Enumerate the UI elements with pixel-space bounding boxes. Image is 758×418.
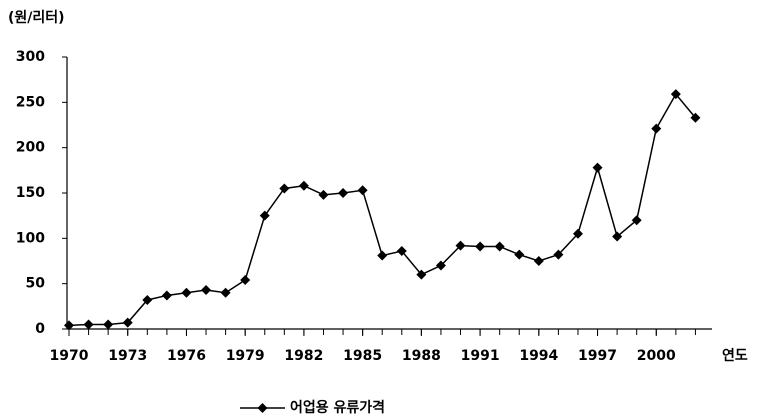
data-point bbox=[279, 183, 290, 194]
data-point bbox=[553, 249, 564, 260]
y-tick-label: 50 bbox=[26, 276, 46, 292]
data-point bbox=[240, 275, 251, 286]
legend-label: 어업용 유류가격 bbox=[290, 399, 385, 416]
data-point bbox=[455, 240, 466, 251]
data-point bbox=[318, 189, 329, 200]
x-tick-label: 1991 bbox=[461, 348, 500, 364]
data-point bbox=[651, 123, 662, 134]
legend-marker bbox=[257, 403, 268, 413]
x-tick-label: 1985 bbox=[343, 348, 382, 364]
data-point bbox=[83, 319, 94, 330]
x-tick-label: 1997 bbox=[578, 348, 617, 364]
data-point bbox=[201, 285, 212, 296]
data-point bbox=[396, 246, 407, 257]
x-tick-label: 1976 bbox=[167, 348, 206, 364]
data-point bbox=[612, 231, 623, 242]
x-tick-label: 1988 bbox=[402, 348, 441, 364]
y-tick-label: 300 bbox=[16, 49, 45, 65]
data-point bbox=[357, 185, 368, 196]
x-tick-label: 1970 bbox=[50, 348, 89, 364]
y-tick-label: 250 bbox=[16, 94, 45, 110]
data-point bbox=[259, 210, 270, 221]
y-tick-label: 150 bbox=[16, 185, 45, 201]
data-point bbox=[338, 188, 349, 198]
x-tick-label: 1994 bbox=[519, 348, 558, 364]
x-tick-label: 1982 bbox=[284, 348, 323, 364]
data-point bbox=[514, 249, 525, 260]
y-tick-label: 100 bbox=[16, 230, 45, 246]
data-point bbox=[572, 228, 583, 239]
y-tick-label: 0 bbox=[35, 321, 45, 337]
data-point bbox=[494, 241, 505, 252]
data-point bbox=[161, 290, 172, 301]
data-point bbox=[475, 241, 486, 252]
data-point bbox=[592, 162, 603, 173]
data-point bbox=[435, 260, 446, 271]
y-tick-label: 200 bbox=[16, 140, 45, 156]
data-point bbox=[416, 269, 427, 280]
x-axis-label: 연도 bbox=[722, 348, 748, 364]
x-tick-label: 1973 bbox=[108, 348, 147, 364]
data-point bbox=[122, 317, 133, 328]
data-point bbox=[142, 294, 153, 305]
data-point bbox=[298, 180, 309, 191]
y-axis-label: (원/리터) bbox=[8, 10, 65, 26]
data-point bbox=[377, 250, 388, 261]
data-point bbox=[631, 215, 642, 226]
data-point bbox=[533, 256, 544, 266]
data-point bbox=[103, 319, 114, 330]
data-point bbox=[220, 287, 231, 298]
x-tick-label: 2000 bbox=[637, 348, 676, 364]
data-point bbox=[690, 112, 701, 123]
series-line bbox=[68, 92, 697, 327]
x-tick-label: 1979 bbox=[226, 348, 265, 364]
data-point bbox=[181, 287, 192, 298]
data-point bbox=[64, 320, 74, 331]
data-point bbox=[670, 89, 681, 100]
